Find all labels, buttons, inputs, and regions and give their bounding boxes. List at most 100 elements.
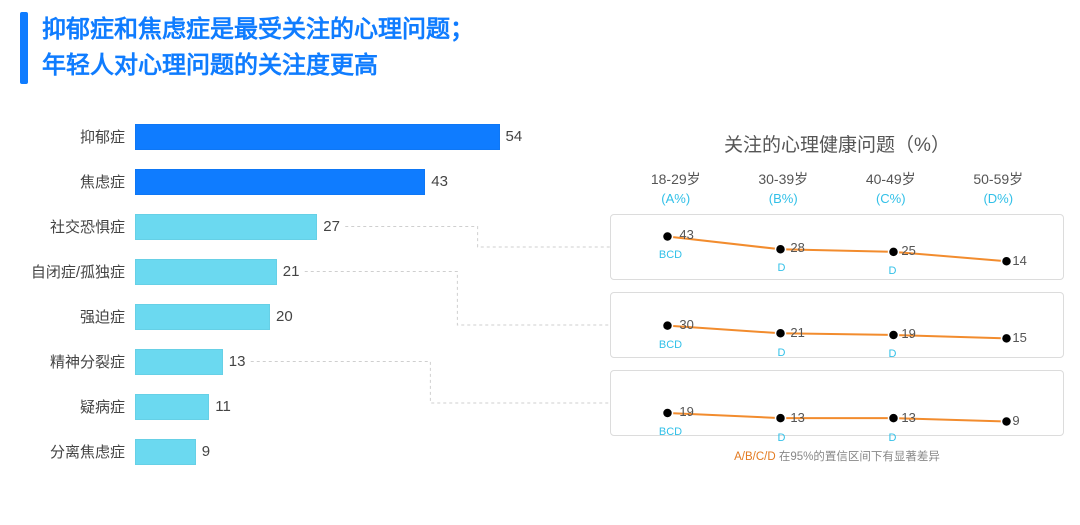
mini-chart: 30BCD21D19D15 — [610, 292, 1064, 358]
bar-label: 疑病症 — [20, 396, 135, 417]
title-line-2: 年轻人对心理问题的关注度更高 — [42, 48, 474, 84]
bar-label: 抑郁症 — [20, 126, 135, 147]
mini-sig: D — [778, 432, 786, 444]
mini-value: 14 — [1012, 253, 1026, 268]
age-label: 30-39岁 — [730, 169, 838, 189]
bar-label: 分离焦虑症 — [20, 441, 135, 462]
bar-fill — [135, 349, 223, 375]
bar-value: 11 — [215, 398, 231, 415]
mini-sig: D — [889, 265, 897, 277]
bar-row: 分离焦虑症 9 — [20, 435, 540, 468]
mini-column: 43 BCD — [615, 221, 726, 277]
mini-chart: 19BCD13D13D9 — [610, 370, 1064, 436]
mini-columns: 30BCD21D19D 15 — [615, 299, 1059, 355]
title-accent-bar — [20, 12, 28, 84]
age-label: 50-59岁 — [945, 169, 1053, 189]
mini-value: 15 — [1012, 330, 1026, 345]
title-text: 抑郁症和焦虑症是最受关注的心理问题； 年轻人对心理问题的关注度更高 — [42, 12, 474, 84]
mini-value: 21 — [790, 325, 804, 340]
mini-value: 9 — [1012, 413, 1019, 428]
bar-track: 11 — [135, 394, 540, 420]
bar-label: 焦虑症 — [20, 171, 135, 192]
bar-track: 27 — [135, 214, 540, 240]
bar-row: 社交恐惧症 27 — [20, 210, 540, 243]
age-column: 18-29岁 (A%) — [622, 169, 730, 206]
bar-value: 13 — [229, 353, 246, 370]
bar-fill — [135, 439, 196, 465]
bar-chart: 抑郁症54焦虑症43社交恐惧症27自闭症/孤独症21强迫症20精神分裂症13疑病… — [20, 120, 540, 480]
age-label: 18-29岁 — [622, 169, 730, 189]
mini-sig: D — [778, 262, 786, 274]
mini-column: 15 — [948, 299, 1059, 355]
mini-value: 19 — [679, 404, 693, 419]
mini-value: 19 — [901, 326, 915, 341]
mini-column: 19BCD — [615, 377, 726, 433]
mini-value: 43 — [679, 227, 693, 242]
mini-sig: D — [778, 347, 786, 359]
bar-value: 27 — [323, 218, 340, 235]
right-panel: 关注的心理健康问题（%） 18-29岁(A%)30-39岁(B%)40-49岁(… — [610, 130, 1064, 464]
age-column: 30-39岁 (B%) — [730, 169, 838, 206]
age-code: (A%) — [622, 191, 730, 206]
age-label: 40-49岁 — [837, 169, 945, 189]
bar-row: 精神分裂症 13 — [20, 345, 540, 378]
mini-value: 13 — [790, 410, 804, 425]
mini-column: 30BCD — [615, 299, 726, 355]
bar-track: 20 — [135, 304, 540, 330]
mini-column: 13D — [726, 377, 837, 433]
bar-fill — [135, 169, 425, 195]
mini-column: 19D — [837, 299, 948, 355]
bar-label: 社交恐惧症 — [20, 216, 135, 237]
bar-fill — [135, 304, 270, 330]
bar-row: 强迫症 20 — [20, 300, 540, 333]
mini-columns: 19BCD13D13D9 — [615, 377, 1059, 433]
bar-label: 精神分裂症 — [20, 351, 135, 372]
bar-track: 54 — [135, 124, 540, 150]
bar-track: 43 — [135, 169, 540, 195]
mini-column: 13D — [837, 377, 948, 433]
bar-value: 43 — [431, 173, 448, 190]
age-header: 18-29岁 (A%)30-39岁 (B%) 40-49岁 (C%)50-59岁 (D%) — [610, 169, 1064, 206]
bar-label: 自闭症/孤独症 — [20, 261, 135, 282]
mini-sig: D — [889, 348, 897, 360]
bar-value: 20 — [276, 308, 293, 325]
age-column: 40-49岁 (C%) — [837, 169, 945, 206]
title-block: 抑郁症和焦虑症是最受关注的心理问题； 年轻人对心理问题的关注度更高 — [20, 12, 474, 84]
mini-sig: BCD — [659, 426, 682, 438]
bar-row: 疑病症 11 — [20, 390, 540, 423]
mini-column: 21D — [726, 299, 837, 355]
age-code: (B%) — [730, 191, 838, 206]
bar-track: 13 — [135, 349, 540, 375]
footnote-abcd: A/B/C/D — [734, 451, 776, 463]
mini-sig: BCD — [659, 249, 682, 261]
age-column: 50-59岁 (D%) — [945, 169, 1053, 206]
bar-fill — [135, 124, 500, 150]
bar-track: 9 — [135, 439, 540, 465]
mini-value: 13 — [901, 410, 915, 425]
bar-track: 21 — [135, 259, 540, 285]
mini-column: 25D — [837, 221, 948, 277]
right-panel-title: 关注的心理健康问题（%） — [610, 130, 1064, 157]
bar-row: 自闭症/孤独症21 — [20, 255, 540, 288]
mini-column: 28 D — [726, 221, 837, 277]
mini-column: 9 — [948, 377, 1059, 433]
mini-value: 28 — [790, 240, 804, 255]
mini-columns: 43BCD28D25D14 — [615, 221, 1059, 277]
age-code: (D%) — [945, 191, 1053, 206]
bar-fill — [135, 259, 277, 285]
bar-row: 焦虑症 43 — [20, 165, 540, 198]
bar-label: 强迫症 — [20, 306, 135, 327]
bar-fill — [135, 214, 317, 240]
bar-value: 54 — [506, 128, 523, 145]
mini-chart: 43BCD28D25D14 — [610, 214, 1064, 280]
age-code: (C%) — [837, 191, 945, 206]
bar-value: 9 — [202, 443, 210, 460]
bar-row: 抑郁症 54 — [20, 120, 540, 153]
title-line-1: 抑郁症和焦虑症是最受关注的心理问题； — [42, 12, 474, 48]
mini-column: 14 — [948, 221, 1059, 277]
mini-charts-wrap: 43BCD28D25D1430BCD21D19D1519BCD13D13D9 — [610, 214, 1064, 436]
mini-sig: D — [889, 432, 897, 444]
bar-fill — [135, 394, 209, 420]
mini-value: 30 — [679, 317, 693, 332]
footnote: A/B/C/D 在95%的置信区间下有显著差异 — [610, 448, 1064, 464]
